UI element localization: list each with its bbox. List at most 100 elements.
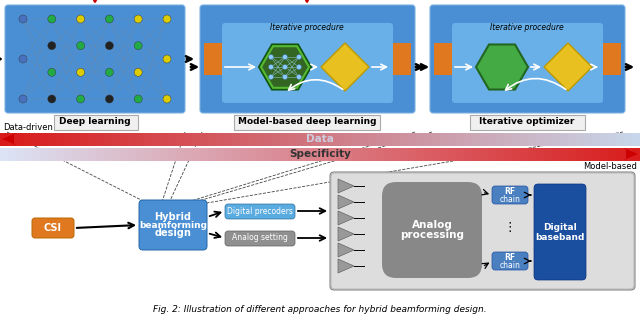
Circle shape — [106, 68, 113, 76]
Text: baseband: baseband — [535, 232, 585, 242]
Circle shape — [48, 68, 56, 76]
Text: RF: RF — [504, 186, 516, 196]
Bar — [416, 148, 425, 161]
FancyArrow shape — [624, 148, 638, 160]
Text: Deep learning: Deep learning — [59, 118, 131, 126]
Bar — [344, 148, 353, 161]
Polygon shape — [544, 43, 592, 91]
Circle shape — [163, 95, 171, 103]
Bar — [560, 133, 569, 146]
Bar — [168, 133, 177, 146]
Bar — [504, 148, 513, 161]
Circle shape — [77, 68, 84, 76]
FancyBboxPatch shape — [430, 5, 625, 113]
Text: Fig. 2: Illustration of different approaches for hybrid beamforming design.: Fig. 2: Illustration of different approa… — [153, 306, 487, 314]
Bar — [152, 133, 161, 146]
Bar — [72, 133, 81, 146]
Bar — [320, 133, 329, 146]
Bar — [624, 133, 633, 146]
Bar — [328, 148, 337, 161]
Bar — [336, 148, 345, 161]
Text: CSI: CSI — [44, 223, 62, 233]
Circle shape — [269, 64, 273, 69]
Polygon shape — [338, 179, 354, 193]
Bar — [584, 133, 593, 146]
Bar — [304, 148, 313, 161]
FancyBboxPatch shape — [492, 186, 528, 204]
Polygon shape — [338, 259, 354, 273]
Bar — [416, 133, 425, 146]
FancyBboxPatch shape — [0, 148, 640, 161]
Bar — [192, 133, 201, 146]
FancyBboxPatch shape — [434, 43, 452, 75]
FancyBboxPatch shape — [382, 182, 482, 278]
Bar — [480, 148, 489, 161]
Bar — [256, 133, 265, 146]
FancyBboxPatch shape — [330, 172, 635, 290]
Bar — [240, 148, 249, 161]
Bar — [464, 133, 473, 146]
Circle shape — [134, 95, 142, 103]
Text: Iterative optimizer: Iterative optimizer — [479, 118, 575, 126]
Bar — [544, 148, 553, 161]
Bar — [384, 133, 393, 146]
Circle shape — [48, 15, 56, 23]
Text: Data-driven: Data-driven — [3, 123, 53, 132]
Bar — [536, 133, 545, 146]
Bar — [16, 148, 25, 161]
Text: ⋮: ⋮ — [504, 222, 516, 235]
Bar — [368, 133, 377, 146]
Circle shape — [106, 95, 113, 103]
Bar — [488, 133, 497, 146]
Bar — [568, 148, 577, 161]
Bar — [376, 148, 385, 161]
Bar — [288, 148, 297, 161]
Text: Specificity: Specificity — [289, 149, 351, 159]
Bar — [400, 148, 409, 161]
Bar — [216, 133, 225, 146]
Circle shape — [134, 15, 142, 23]
Bar — [600, 133, 609, 146]
Bar — [40, 133, 49, 146]
Bar — [392, 133, 401, 146]
Bar — [552, 133, 561, 146]
Bar — [160, 148, 169, 161]
FancyBboxPatch shape — [200, 5, 415, 113]
Bar — [240, 133, 249, 146]
Bar — [264, 133, 273, 146]
FancyBboxPatch shape — [225, 204, 295, 219]
Circle shape — [19, 55, 27, 63]
Text: Hybrid: Hybrid — [154, 212, 191, 222]
Text: Model-based: Model-based — [583, 162, 637, 171]
Bar — [408, 148, 417, 161]
Bar — [352, 148, 361, 161]
FancyBboxPatch shape — [234, 115, 380, 130]
Bar — [120, 133, 129, 146]
Bar — [624, 148, 633, 161]
Bar — [56, 133, 65, 146]
Circle shape — [134, 68, 142, 76]
Bar — [376, 133, 385, 146]
Bar — [328, 133, 337, 146]
Bar — [136, 133, 145, 146]
Bar — [312, 148, 321, 161]
Circle shape — [77, 95, 84, 103]
Bar — [576, 148, 585, 161]
Bar — [560, 148, 569, 161]
Bar — [568, 133, 577, 146]
Circle shape — [296, 64, 301, 69]
Circle shape — [296, 55, 301, 60]
Bar — [128, 133, 137, 146]
FancyBboxPatch shape — [492, 252, 528, 270]
Bar — [160, 133, 169, 146]
Bar — [216, 148, 225, 161]
Bar — [128, 148, 137, 161]
FancyBboxPatch shape — [0, 133, 640, 146]
Bar — [528, 148, 537, 161]
Bar — [616, 133, 625, 146]
Bar — [448, 133, 457, 146]
Text: Iterative procedure: Iterative procedure — [490, 23, 564, 31]
Bar — [432, 148, 441, 161]
Bar — [168, 148, 177, 161]
Bar — [352, 133, 361, 146]
